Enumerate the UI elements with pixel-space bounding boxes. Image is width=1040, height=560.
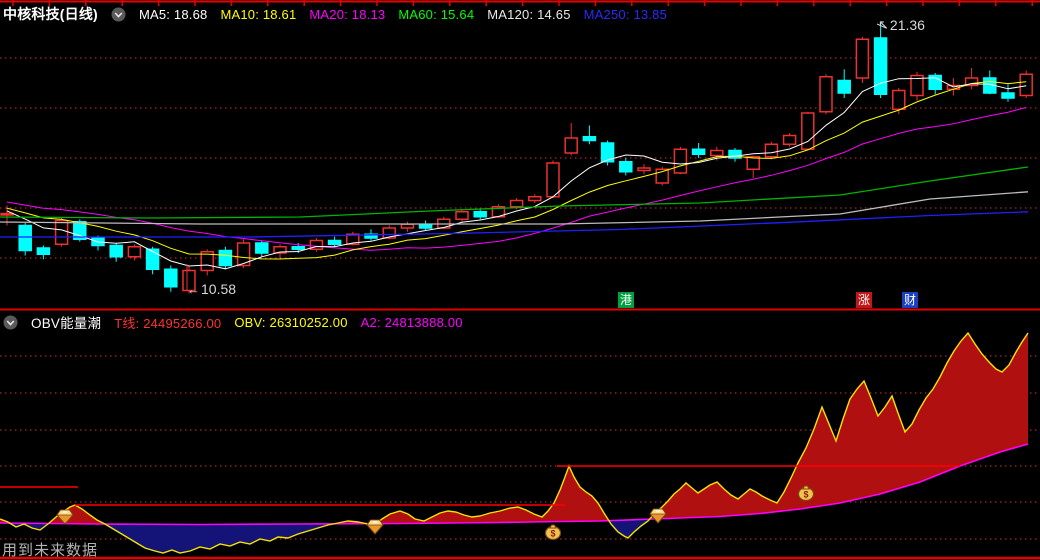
market-badge[interactable]: 财 <box>902 292 918 308</box>
ma250-line <box>0 211 1029 238</box>
ma10-indicator: MA1018.61 <box>220 7 296 22</box>
chevron-down-icon[interactable] <box>111 7 126 22</box>
arrow-up-left-icon: ↖ <box>878 17 889 32</box>
stock-title: 中核科技(日线) <box>3 6 98 22</box>
ma20-indicator: MA2018.13 <box>309 7 385 22</box>
ma5-line <box>6 77 1027 270</box>
indicator-value: 18.13 <box>351 6 386 22</box>
indicator-label: MA5 <box>139 7 174 22</box>
indicator-label: MA10 <box>220 7 262 22</box>
market-badge[interactable]: 港 <box>618 292 634 308</box>
indicator-label: MA120 <box>487 7 537 22</box>
diamond-signal-icon <box>56 509 74 525</box>
indicator-label: T线 <box>114 316 143 331</box>
t线-indicator: T线24495266.00 <box>114 313 221 332</box>
ma120-line <box>0 191 1029 225</box>
diamond-signal-icon <box>366 519 384 535</box>
ma250-indicator: MA25013.85 <box>584 7 667 22</box>
low-price-annotation: ← 10.58 <box>187 281 236 297</box>
obv-title: OBV能量潮 <box>31 316 102 331</box>
obv-area-fills <box>0 333 1028 553</box>
indicator-label: MA20 <box>309 7 351 22</box>
svg-text:$: $ <box>803 490 808 500</box>
ma60-line <box>0 166 1029 219</box>
indicator-label: A2 <box>361 315 385 330</box>
obv-gridlines <box>0 355 1040 540</box>
indicator-value: 14.65 <box>537 6 571 22</box>
arrow-left-icon: ← <box>187 281 200 297</box>
indicator-value: 24495266.00 <box>143 315 222 331</box>
ma20-line <box>6 106 1027 251</box>
ma10-line <box>6 80 1027 260</box>
indicator-label: MA250 <box>584 7 634 22</box>
high-price-value: 21.36 <box>889 17 925 33</box>
indicator-label: MA60 <box>398 7 440 22</box>
indicator-value: 26310252.00 <box>269 314 348 330</box>
indicator-value: 24813888.00 <box>384 314 463 330</box>
svg-text:$: $ <box>550 529 555 539</box>
ma60-indicator: MA6015.64 <box>398 7 474 22</box>
moneybag-signal-icon: $ <box>797 485 815 502</box>
obv-indicator: OBV26310252.00 <box>234 315 347 330</box>
a2-line <box>0 443 1029 526</box>
market-badge[interactable]: 涨 <box>856 292 872 308</box>
ma5-indicator: MA518.68 <box>139 7 208 22</box>
a2-indicator: A224813888.00 <box>361 315 463 330</box>
chevron-down-icon[interactable] <box>3 315 18 330</box>
main-panel-header: 中核科技(日线) MA518.68MA1018.61MA2018.13MA601… <box>3 4 667 24</box>
high-price-annotation: ↖ 21.36 <box>878 17 925 33</box>
ma120-indicator: MA12014.65 <box>487 7 570 22</box>
indicator-value: 15.64 <box>440 6 475 22</box>
indicator-label: OBV <box>234 315 269 330</box>
indicator-value: 18.61 <box>262 6 297 22</box>
candlesticks <box>0 24 1033 294</box>
diamond-signal-icon <box>649 508 667 524</box>
obv-panel-header: OBV能量潮 T线24495266.00 OBV26310252.00 A22481… <box>3 312 463 332</box>
future-data-warning: 用到未来数据 <box>2 542 99 559</box>
indicator-value: 18.68 <box>173 6 208 22</box>
moneybag-signal-icon: $ <box>544 524 562 541</box>
low-price-value: 10.58 <box>201 281 237 297</box>
obv-line <box>0 331 1029 554</box>
indicator-value: 13.85 <box>633 6 668 22</box>
